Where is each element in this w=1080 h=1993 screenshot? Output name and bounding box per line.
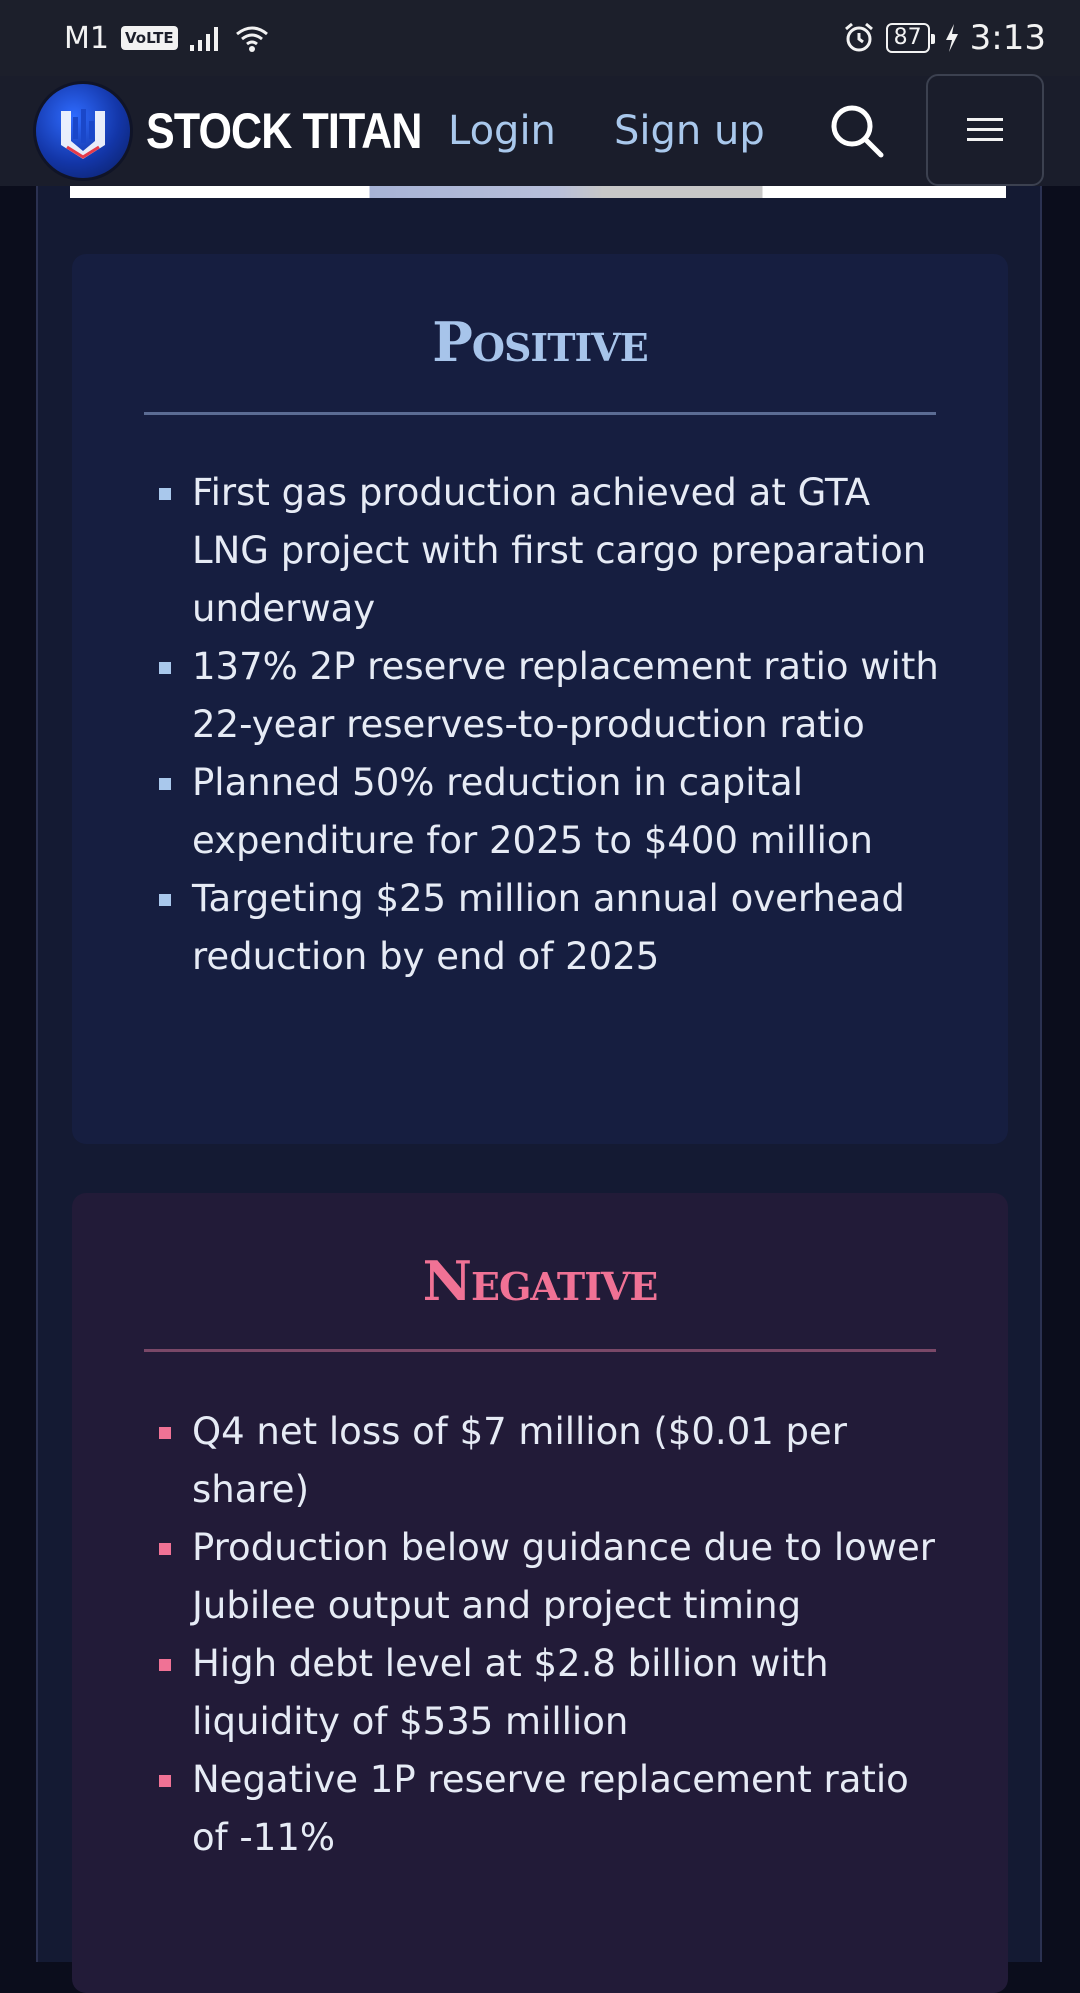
bullet-icon — [159, 488, 171, 500]
site-header: STOCK TITAN Login Sign up — [0, 76, 1080, 186]
bullet-icon — [159, 662, 171, 674]
list-item-text: Planned 50% reduction in capital expendi… — [192, 761, 873, 862]
list-item: Production below guidance due to lower J… — [159, 1519, 948, 1635]
negative-title: Negative — [422, 1249, 659, 1313]
list-item: First gas production achieved at GTA LNG… — [159, 464, 948, 638]
list-item-text: Targeting $25 million annual overhead re… — [192, 877, 905, 978]
battery-icon: 87 — [885, 23, 935, 53]
search-button[interactable] — [826, 100, 888, 162]
list-item: Planned 50% reduction in capital expendi… — [159, 754, 948, 870]
bullet-icon — [159, 778, 171, 790]
signup-link[interactable]: Sign up — [614, 108, 765, 154]
status-left: M1 VoLTE — [64, 21, 270, 56]
clock: 3:13 — [969, 18, 1046, 58]
menu-button[interactable] — [926, 74, 1044, 186]
list-item: Negative 1P reserve replacement ratio of… — [159, 1751, 948, 1867]
volte-badge: VoLTE — [120, 26, 178, 50]
list-item-text: Production below guidance due to lower J… — [192, 1526, 936, 1627]
positive-divider — [144, 412, 936, 415]
list-item-text: First gas production achieved at GTA LNG… — [192, 471, 927, 630]
charging-icon — [945, 24, 958, 52]
article-image-bottom-edge — [70, 186, 1006, 198]
bullet-icon — [159, 1543, 171, 1555]
stock-titan-logo-icon[interactable] — [36, 84, 130, 178]
list-item-text: Negative 1P reserve replacement ratio of… — [192, 1758, 909, 1859]
bullet-icon — [159, 1775, 171, 1787]
search-icon — [831, 105, 884, 158]
signal-icon — [189, 27, 218, 51]
wifi-icon — [235, 26, 268, 52]
hamburger-menu-icon — [967, 118, 1003, 141]
battery-level: 87 — [893, 25, 922, 50]
status-right: 87 3:13 — [842, 18, 1046, 58]
bullet-icon — [159, 1659, 171, 1671]
bullet-icon — [159, 894, 171, 906]
negative-list: Q4 net loss of $7 million ($0.01 per sha… — [159, 1403, 948, 1867]
logo-chart-icon — [61, 109, 105, 159]
list-item-text: 137% 2P reserve replacement ratio with 2… — [192, 645, 939, 746]
positive-title: Positive — [432, 310, 648, 374]
list-item-text: Q4 net loss of $7 million ($0.01 per sha… — [192, 1410, 847, 1511]
bullet-icon — [159, 1427, 171, 1439]
negative-divider — [144, 1349, 936, 1352]
list-item: High debt level at $2.8 billion with liq… — [159, 1635, 948, 1751]
list-item: Q4 net loss of $7 million ($0.01 per sha… — [159, 1403, 948, 1519]
carrier-label: M1 — [64, 20, 109, 56]
list-item: Targeting $25 million annual overhead re… — [159, 870, 948, 986]
negative-card: Negative Q4 net loss of $7 million ($0.0… — [72, 1193, 1008, 1993]
positive-list: First gas production achieved at GTA LNG… — [159, 464, 948, 986]
list-item: 137% 2P reserve replacement ratio with 2… — [159, 638, 948, 754]
brand-name[interactable]: STOCK TITAN — [146, 103, 422, 159]
status-bar: M1 VoLTE 87 3:13 — [0, 0, 1080, 76]
alarm-icon — [844, 22, 873, 52]
login-link[interactable]: Login — [448, 108, 556, 154]
positive-card: Positive First gas production achieved a… — [72, 254, 1008, 1144]
list-item-text: High debt level at $2.8 billion with liq… — [192, 1642, 829, 1743]
